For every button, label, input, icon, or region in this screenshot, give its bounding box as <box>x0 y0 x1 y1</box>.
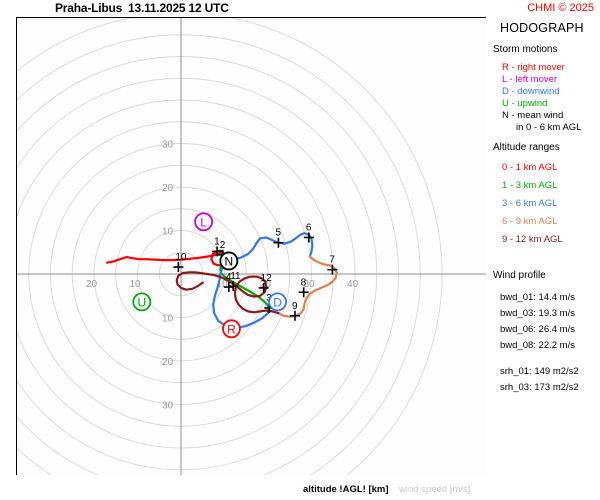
altitude-label-9: 9 <box>292 301 298 312</box>
altitude-label-5: 5 <box>275 228 281 239</box>
altitude-label-1: 1 <box>214 236 220 247</box>
storm-marker-label-N: N <box>225 254 234 268</box>
hodograph-canvas: 201010203040302010102030123456789101112L… <box>17 18 486 475</box>
y-tick-10: 10 <box>162 314 174 325</box>
altitude-label-12: 12 <box>261 273 273 284</box>
storm-motions-heading: Storm motions <box>493 44 558 55</box>
legend-storm-downwind: D - downwind <box>502 86 560 97</box>
storm-marker-circle-N <box>219 251 239 271</box>
speed-rings <box>17 18 443 475</box>
storm-marker-circle-L <box>194 212 214 232</box>
storm-marker-label-R: R <box>227 322 236 336</box>
x-tick-10: 10 <box>217 279 229 290</box>
x-tick-30: 30 <box>304 279 316 290</box>
helicity-srh-03: srh_03: 173 m2/s2 <box>500 382 579 393</box>
storm-marker-circle-R <box>222 319 241 339</box>
y-tick-10: 10 <box>162 227 174 238</box>
station-name: Praha-Libus <box>55 1 123 15</box>
altitude-label-4: 4 <box>226 272 232 283</box>
legend-alt-1-3km: 1 - 3 km AGL <box>502 180 558 191</box>
legend-storm-right-mover: R - right mover <box>502 62 565 73</box>
x-axis-label: altitude !AGL! [km] <box>303 484 389 495</box>
speed-ring-60 <box>17 18 443 475</box>
x-tick-20: 20 <box>86 279 98 290</box>
y-tick-30: 30 <box>162 401 174 412</box>
storm-marker-label-U: U <box>138 295 147 309</box>
x-tick-10: 10 <box>130 279 142 290</box>
speed-ring-50 <box>17 56 399 475</box>
legend-title: HODOGRAPH <box>500 21 584 35</box>
altitude-ranges-heading: Altitude ranges <box>493 142 560 153</box>
storm-marker-label-L: L <box>200 215 207 229</box>
y-tick-20: 20 <box>162 183 174 194</box>
y-tick-30: 30 <box>162 140 174 151</box>
altitude-label-11: 11 <box>230 271 241 282</box>
trace-9-12-km-agl <box>175 271 280 315</box>
legend-storm-left-mover: L - left mover <box>502 74 558 85</box>
axis-lines <box>17 18 486 475</box>
observation-datetime: 13.11.2025 12 UTC <box>128 1 229 15</box>
trace-6-9-km-agl <box>277 255 338 318</box>
altitude-label-8: 8 <box>301 277 307 288</box>
hodograph-plot-area: 201010203040302010102030123456789101112L… <box>16 17 486 475</box>
legend-alt-0-1km: 0 - 1 km AGL <box>502 162 558 173</box>
header-bar: Praha-Libus 13.11.2025 12 UTC CHMI © 202… <box>0 0 600 18</box>
wind-profile-bwd-01: bwd_01: 14.4 m/s <box>500 292 575 303</box>
helicity-srh-01: srh_01: 149 m2/s2 <box>500 366 579 377</box>
y-tick-20: 20 <box>162 357 174 368</box>
wind-profile-bwd-06: bwd_06: 26.4 m/s <box>500 324 575 335</box>
altitude-label-2: 2 <box>220 240 226 251</box>
copyright-notice: CHMI © 2025 <box>527 2 594 14</box>
storm-marker-label-D: D <box>273 295 282 309</box>
legend-alt-9-12km: 9 - 12 km AGL <box>502 234 563 245</box>
wind-profile-heading: Wind profile <box>493 270 546 281</box>
trace-0-1-km-agl <box>106 250 230 267</box>
storm-marker-circle-U <box>132 292 152 312</box>
legend-alt-3-6km: 3 - 6 km AGL <box>502 198 558 209</box>
legend-mean-wind-note: in 0 - 6 km AGL <box>516 122 582 133</box>
storm-marker-circle-D <box>268 292 287 312</box>
legend-alt-6-9km: 6 - 9 km AGL <box>502 216 558 227</box>
legend-panel: HODOGRAPH Storm motions R - right mover … <box>492 17 600 477</box>
wind-profile-bwd-08: bwd_08: 22.2 m/s <box>500 340 575 351</box>
y-axis-label: wind speed [m/s] <box>399 484 471 495</box>
storm-motion-markers: L N D R U <box>132 212 287 339</box>
wind-profile-bwd-03: bwd_03: 19.3 m/s <box>500 308 575 319</box>
legend-storm-upwind: U - upwind <box>502 98 548 109</box>
altitude-label-10: 10 <box>175 252 187 263</box>
altitude-label-7: 7 <box>329 255 335 266</box>
x-tick-40: 40 <box>347 279 359 290</box>
legend-storm-mean-wind: N - mean wind <box>502 110 564 121</box>
altitude-label-6: 6 <box>306 222 312 233</box>
